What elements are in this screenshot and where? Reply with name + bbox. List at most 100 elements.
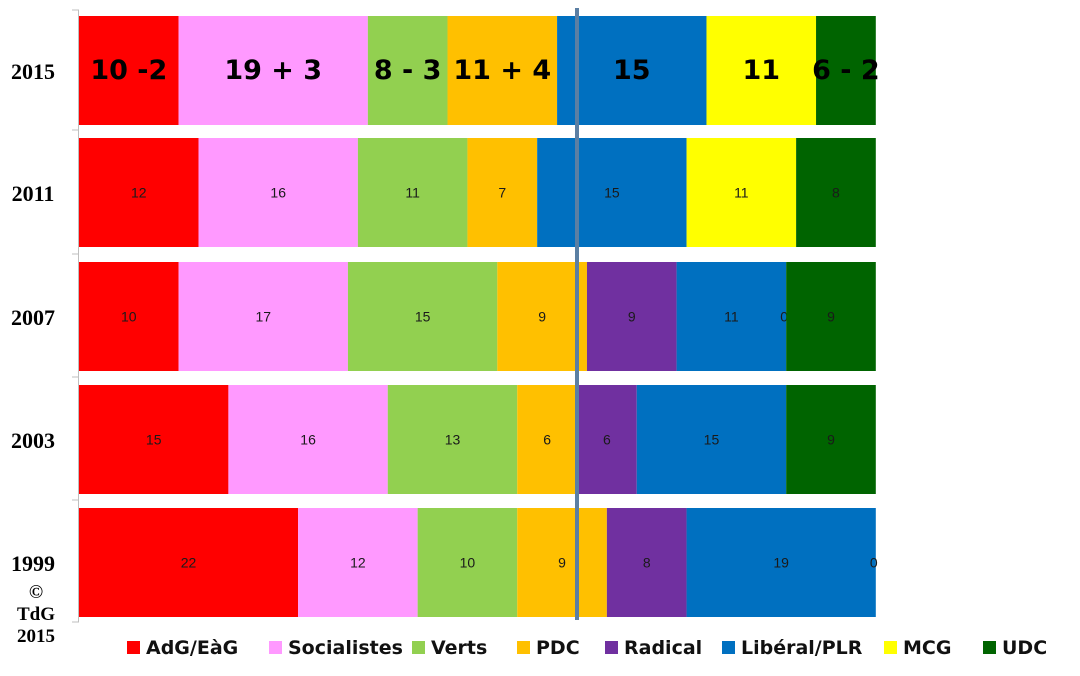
- year-label: 2011: [12, 181, 55, 206]
- data-label: 9: [538, 309, 546, 325]
- data-label: 12: [350, 555, 366, 571]
- legend-swatch: [269, 641, 282, 654]
- bar-segment: [79, 385, 229, 494]
- bar-segment: [228, 385, 388, 494]
- data-label: 11: [724, 309, 739, 325]
- bar-segment: [298, 508, 418, 617]
- bar-segment: [367, 16, 448, 125]
- legend-label: UDC: [1002, 637, 1047, 659]
- year-label: 2003: [11, 428, 55, 453]
- legend-label: AdG/EàG: [146, 637, 238, 659]
- bar-segment: [586, 262, 677, 371]
- legend-swatch: [722, 641, 735, 654]
- data-label: 6: [543, 432, 551, 448]
- data-label: 15: [604, 185, 620, 201]
- bar-segment: [517, 385, 577, 494]
- bar-segment: [686, 138, 797, 247]
- bar-segment: [198, 138, 358, 247]
- year-label: 2007: [11, 305, 55, 330]
- data-label: 6: [603, 432, 611, 448]
- bar-segment: [357, 138, 468, 247]
- legend-swatch: [983, 641, 996, 654]
- data-label: 10 -2: [90, 55, 167, 86]
- bar-segment: [786, 262, 876, 371]
- bar-segment: [676, 262, 787, 371]
- data-label: 16: [270, 185, 286, 201]
- bar-segment: [557, 16, 707, 125]
- data-label: 9: [827, 432, 835, 448]
- data-label: 9: [558, 555, 566, 571]
- data-label: 12: [131, 185, 147, 201]
- data-label: 15: [613, 55, 651, 86]
- data-label: 11: [405, 185, 420, 201]
- data-label: 0: [780, 309, 788, 325]
- data-label: 19 + 3: [224, 55, 322, 86]
- bar-segment: [79, 138, 199, 247]
- copyright-symbol: ©: [28, 582, 44, 603]
- legend-label: Radical: [624, 637, 702, 659]
- bar-segment: [79, 508, 299, 617]
- data-label: 13: [445, 432, 461, 448]
- data-label: 11: [742, 55, 780, 86]
- bar-segment: [178, 16, 368, 125]
- legend-swatch: [127, 641, 140, 654]
- data-label: 11 + 4: [453, 55, 551, 86]
- data-label: 8 - 3: [374, 55, 442, 86]
- majority-line-layer: [72, 8, 579, 623]
- bar-segment: [686, 508, 876, 617]
- bar-segment: [447, 16, 558, 125]
- legend: AdG/EàG Socialistes Verts PDC Radical Libéral…: [127, 637, 1047, 659]
- data-label: 22: [181, 555, 197, 571]
- bar-segment: [706, 16, 817, 125]
- copyright-notice: © TdG 2015: [6, 582, 66, 648]
- data-label: 15: [146, 432, 162, 448]
- bar-segment: [467, 138, 538, 247]
- bar-segment: [816, 16, 876, 125]
- data-label: 9: [628, 309, 636, 325]
- bar-segment: [79, 16, 179, 125]
- year-label: 2015: [11, 59, 55, 84]
- data-label: 8: [832, 185, 840, 201]
- bar-segment: [178, 262, 348, 371]
- bars-layer: 10 -2 19 + 3 8 - 3 11 + 4 15 11 6 - 2 12 16 11 7 15…: [79, 16, 880, 617]
- legend-label: Socialistes: [288, 637, 403, 659]
- data-label: 9: [827, 309, 835, 325]
- legend-swatch: [884, 641, 897, 654]
- bar-segment: [796, 138, 876, 247]
- data-label: 15: [704, 432, 720, 448]
- data-label: 19: [773, 555, 789, 571]
- data-label: 6 - 2: [812, 55, 880, 86]
- data-label: 17: [255, 309, 271, 325]
- legend-swatch: [605, 641, 618, 654]
- legend-label: PDC: [536, 637, 580, 659]
- legend-swatch: [517, 641, 530, 654]
- bar-segment: [537, 138, 687, 247]
- bar-segment: [79, 262, 179, 371]
- data-label: 11: [734, 185, 749, 201]
- bar-segment: [786, 385, 876, 494]
- data-label: 7: [498, 185, 506, 201]
- year-labels: 2015 2011 2007 2003 1999: [11, 59, 55, 576]
- data-label: 10: [460, 555, 476, 571]
- bar-segment: [417, 508, 518, 617]
- data-label: 15: [415, 309, 431, 325]
- data-label: 0: [870, 555, 878, 571]
- year-label: 1999: [11, 551, 55, 576]
- data-label: 8: [643, 555, 651, 571]
- bar-segment: [606, 508, 687, 617]
- bar-segment: [577, 385, 637, 494]
- legend-label: Verts: [431, 637, 487, 659]
- data-label: 10: [121, 309, 137, 325]
- bar-segment: [517, 508, 607, 617]
- bar-segment: [497, 262, 587, 371]
- data-label: 16: [300, 432, 316, 448]
- legend-label: MCG: [903, 637, 951, 659]
- legend-swatch: [412, 641, 425, 654]
- copyright-owner: TdG: [16, 604, 56, 625]
- copyright-year: 2015: [17, 626, 55, 647]
- bar-segment: [347, 262, 498, 371]
- bar-segment: [636, 385, 787, 494]
- bar-segment: [387, 385, 518, 494]
